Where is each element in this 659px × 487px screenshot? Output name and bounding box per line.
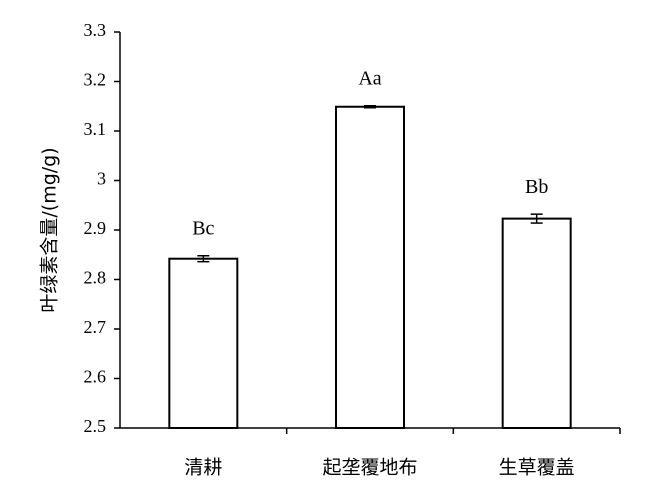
x-tick-label: 清耕 <box>184 457 222 479</box>
y-tick-label: 2.9 <box>84 218 107 238</box>
bar <box>168 257 239 429</box>
y-tick-label: 2.8 <box>84 268 107 288</box>
y-tick-label: 3.2 <box>84 70 107 90</box>
annotation: Bc <box>192 217 214 239</box>
x-tick-label: 起垄覆地布 <box>322 457 417 479</box>
bar <box>501 217 572 429</box>
y-tick-label: 2.7 <box>84 317 107 337</box>
annotation: Bb <box>525 176 548 198</box>
y-tick-label: 2.6 <box>84 367 107 387</box>
y-tick-label: 3 <box>97 169 106 189</box>
y-tick-label: 2.5 <box>84 416 107 436</box>
annotation: Aa <box>358 67 381 89</box>
y-axis-label: 叶绿素含量/(mg/g) <box>39 147 61 312</box>
y-tick-label: 3.3 <box>84 20 107 40</box>
bar <box>335 105 405 430</box>
x-tick-label: 生草覆盖 <box>499 457 575 479</box>
y-tick-label: 3.1 <box>84 119 107 139</box>
